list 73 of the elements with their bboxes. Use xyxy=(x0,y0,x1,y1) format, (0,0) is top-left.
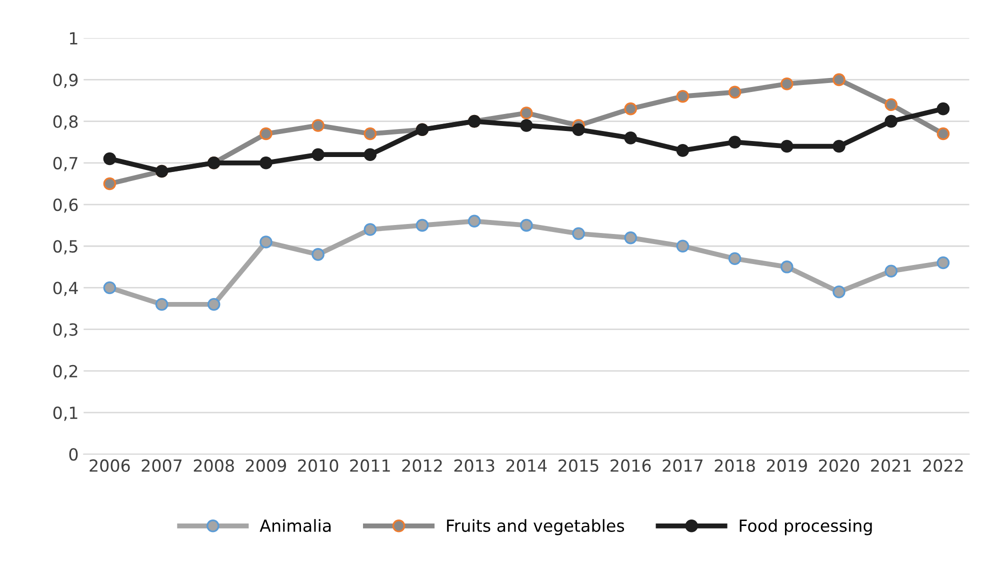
point xyxy=(936,102,950,116)
point xyxy=(884,264,898,278)
point xyxy=(936,256,950,270)
point xyxy=(676,144,690,157)
y-tick-label: 0,3 xyxy=(53,323,78,338)
x-tick-label: 2016 xyxy=(610,459,651,472)
point xyxy=(884,114,898,128)
point xyxy=(103,281,116,294)
point xyxy=(260,127,272,140)
point xyxy=(207,298,220,311)
x-tick-label: 2014 xyxy=(506,459,547,472)
point xyxy=(572,227,585,240)
point xyxy=(624,231,638,244)
point xyxy=(364,148,377,161)
point xyxy=(676,90,690,103)
point xyxy=(780,260,794,274)
point xyxy=(103,177,116,190)
legend-label: Food processing xyxy=(740,519,872,536)
y-tick-label: 0,1 xyxy=(53,406,78,421)
x-tick-label: 2019 xyxy=(766,459,807,472)
x-tick-label: 2015 xyxy=(558,459,598,472)
point xyxy=(936,127,950,140)
point xyxy=(624,102,638,116)
x-tick-label: 2007 xyxy=(142,459,182,472)
y-tick-label: 0,4 xyxy=(53,282,78,296)
point xyxy=(416,218,429,232)
point xyxy=(364,223,377,236)
point xyxy=(103,152,116,166)
y-tick-label: 0 xyxy=(69,448,78,461)
legend-label: Fruits and vegetables xyxy=(447,519,624,536)
x-tick-label: 2008 xyxy=(194,459,234,472)
point xyxy=(520,106,533,120)
point xyxy=(832,140,846,153)
point xyxy=(155,298,168,311)
y-tick-label: 0,8 xyxy=(53,115,78,130)
point xyxy=(832,285,846,298)
y-tick-label: 0,2 xyxy=(53,364,78,380)
y-tick-label: 0,7 xyxy=(53,156,78,172)
y-tick-label: 0,5 xyxy=(53,240,78,254)
y-tick-label: 0,6 xyxy=(53,198,78,213)
point xyxy=(260,236,272,248)
x-tick-label: 2013 xyxy=(454,459,494,472)
point xyxy=(780,140,794,153)
x-tick-label: 2021 xyxy=(871,459,911,472)
x-tick-label: 2006 xyxy=(90,459,130,472)
legend-label: Animalia xyxy=(260,519,331,532)
point xyxy=(832,73,846,86)
point xyxy=(728,136,742,148)
point xyxy=(572,123,585,136)
x-tick-label: 2018 xyxy=(714,459,755,472)
x-tick-label: 2011 xyxy=(350,459,390,472)
x-tick-label: 2012 xyxy=(402,459,442,472)
point xyxy=(312,248,324,261)
point xyxy=(780,77,794,90)
point xyxy=(884,98,898,112)
x-tick-label: 2010 xyxy=(298,459,338,472)
x-tick-label: 2020 xyxy=(819,459,860,472)
y-tick-label: 1 xyxy=(70,32,78,44)
point xyxy=(624,132,638,144)
point xyxy=(468,214,481,228)
x-tick-label: 2009 xyxy=(246,459,286,472)
point xyxy=(260,156,272,170)
point xyxy=(364,127,377,140)
point xyxy=(520,218,533,232)
point xyxy=(676,240,690,253)
x-tick-label: 2017 xyxy=(662,459,703,472)
y-tick-label: 0,9 xyxy=(53,74,78,88)
point xyxy=(728,252,742,265)
point xyxy=(728,86,742,99)
point xyxy=(312,119,324,132)
x-tick-label: 2022 xyxy=(923,459,963,472)
point xyxy=(312,148,324,161)
point xyxy=(520,119,533,132)
